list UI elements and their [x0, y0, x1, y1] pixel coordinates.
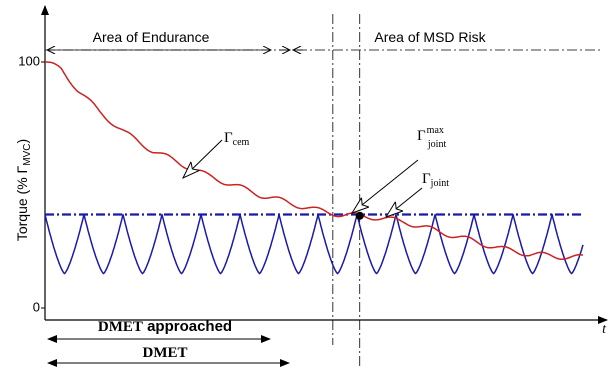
series-joint-sawtooth — [44, 213, 584, 275]
y-tick-label-100: 100 — [18, 53, 40, 68]
series-cem-curve — [45, 61, 584, 261]
label-dmet: DMET — [143, 345, 188, 361]
joint-pointer-arrow — [386, 187, 423, 217]
y-axis-label: Torque (% ΓMVC) — [14, 139, 33, 241]
y-tick-label-0: 0 — [33, 299, 40, 314]
label-joint-max: Γmax joint — [417, 125, 446, 150]
joint-max-pointer-arrow — [352, 159, 419, 213]
region-label-msd-risk: Area of MSD Risk — [374, 29, 486, 45]
x-axis-label: t — [602, 322, 607, 337]
cem-pointer-arrow — [183, 139, 223, 178]
intersection-marker — [355, 211, 364, 220]
label-cem: Γcem — [224, 130, 250, 148]
label-dmet-approached: DMET approached — [98, 318, 232, 335]
region-label-endurance: Area of Endurance — [93, 29, 210, 45]
label-joint: Γjoint — [422, 171, 449, 189]
